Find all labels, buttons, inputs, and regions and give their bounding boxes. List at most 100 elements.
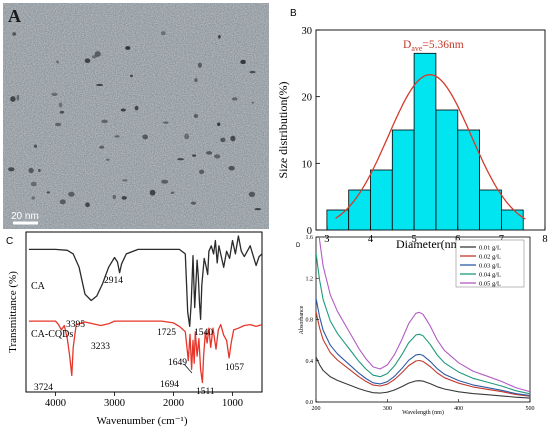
peak-label: 1540 xyxy=(194,328,213,338)
x-tick-label: 6 xyxy=(455,234,460,245)
scale-bar-label: 20 nm xyxy=(11,211,39,222)
peak-label: 3724 xyxy=(34,383,53,393)
legend-label: 0.02 g/L xyxy=(479,254,501,261)
peak-label: 3233 xyxy=(91,342,110,352)
series-label-ca-cqds: CA-CQDs xyxy=(31,329,73,340)
nanoparticle xyxy=(10,96,16,102)
nanoparticle xyxy=(46,191,50,194)
nanoparticle xyxy=(130,74,133,78)
peak-label: 1694 xyxy=(160,380,179,390)
nanoparticle xyxy=(56,60,59,64)
legend-label: 0.01 g/L xyxy=(479,245,501,252)
nanoparticle xyxy=(218,35,221,39)
peak-label: 2914 xyxy=(104,276,123,286)
x-tick-label: 300 xyxy=(383,406,392,412)
nanoparticle xyxy=(68,191,75,197)
y-tick-label: 20 xyxy=(302,93,313,104)
nanoparticle xyxy=(122,179,128,182)
nanoparticle xyxy=(190,201,197,205)
peak-labels: 2914 3395 1725 1540 3724 3233 1649 1694 … xyxy=(34,276,244,397)
x-tick-label: 400 xyxy=(454,406,463,412)
nanoparticle xyxy=(16,94,20,101)
nanoparticle xyxy=(149,189,156,196)
x-tick-label: 2000 xyxy=(163,398,184,409)
series-line-ca-cqds xyxy=(28,320,262,384)
dave-annotation: Dave=5.36nm xyxy=(403,39,464,53)
nanoparticle xyxy=(94,51,101,57)
y-axis-label-b: Size distribution(%) xyxy=(276,82,290,179)
nanoparticle xyxy=(228,165,235,171)
absorbance-curve xyxy=(316,297,530,397)
nanoparticle xyxy=(58,102,63,108)
nanoparticle xyxy=(106,158,110,161)
nanoparticle xyxy=(177,158,185,161)
x-tick-label: 4 xyxy=(368,234,374,245)
y-tick-label: 30 xyxy=(302,26,313,37)
histogram-bar xyxy=(326,209,350,230)
nanoparticle xyxy=(38,168,41,173)
nanoparticle xyxy=(184,133,190,140)
y-tick-label: 0 xyxy=(307,226,312,237)
histogram-bar xyxy=(500,209,524,230)
nanoparticle xyxy=(51,92,58,97)
nanoparticle xyxy=(192,154,197,157)
nanoparticle xyxy=(121,196,127,200)
nanoparticle xyxy=(163,121,169,124)
x-axis-label-c: Wavenumber (cm⁻¹) xyxy=(97,415,188,427)
x-tick-label: 8 xyxy=(542,234,547,245)
nanoparticle xyxy=(254,208,262,211)
panel-a: A 20 nm xyxy=(3,3,269,229)
nanoparticle xyxy=(85,202,90,208)
x-tick-label: 5 xyxy=(412,234,417,245)
nanoparticle xyxy=(8,167,15,172)
nanoparticle xyxy=(101,119,108,124)
nanoparticle xyxy=(193,114,198,118)
nanoparticle xyxy=(249,70,256,74)
x-tick-label: 200 xyxy=(312,406,321,412)
nanoparticle xyxy=(59,199,66,205)
x-tick-label: 500 xyxy=(526,406,535,412)
histogram-bar xyxy=(370,169,393,230)
panel-c-label: C xyxy=(6,236,13,247)
histogram-bar xyxy=(391,129,415,230)
legend-box xyxy=(455,239,525,288)
y-tick-label: 0.0 xyxy=(306,400,314,406)
nanoparticle xyxy=(114,135,120,138)
legend-label: 0.04 g/L xyxy=(479,272,501,279)
gaussian-fit-curve xyxy=(335,74,526,220)
panel-c: C CA CA-CQDs 2914 3395 1725 1540 3724 32… xyxy=(6,231,263,427)
nanoparticle xyxy=(197,62,202,68)
series-line-ca xyxy=(28,235,262,328)
nanoparticle xyxy=(230,135,236,142)
x-tick-label: 3 xyxy=(324,234,329,245)
nanoparticle xyxy=(59,110,65,114)
nanoparticle xyxy=(240,59,246,65)
nanoparticle xyxy=(231,97,238,101)
absorbance-curve xyxy=(316,252,530,395)
panel-d-label: D xyxy=(296,243,301,249)
y-tick-label: 1.6 xyxy=(306,235,314,241)
nanoparticle xyxy=(251,101,254,104)
y-tick-label: 1.2 xyxy=(306,276,314,282)
y-tick-label: 0.8 xyxy=(306,318,314,324)
absorbance-curve xyxy=(318,237,530,393)
nanoparticle xyxy=(12,32,17,36)
nanoparticle xyxy=(199,169,205,175)
legend-label: 0.05 g/L xyxy=(479,281,501,288)
nanoparticle xyxy=(214,154,221,159)
nanoparticle xyxy=(31,196,35,200)
x-tick-label: 7 xyxy=(499,234,504,245)
nanoparticle xyxy=(170,191,175,194)
y-tick-label: 10 xyxy=(302,159,313,170)
x-axis-label-b: Diameter(nm) xyxy=(396,237,464,251)
absorbance-curve xyxy=(316,356,530,399)
nanoparticle xyxy=(161,179,169,184)
y-axis-label-c: Transmittance (%) xyxy=(7,271,19,353)
peak-label: 1057 xyxy=(225,363,244,373)
x-tick-label: 3000 xyxy=(104,398,125,409)
histogram-bar xyxy=(348,189,371,230)
series-label-ca: CA xyxy=(31,281,46,292)
nanoparticle xyxy=(206,151,213,155)
x-tick-label: 1000 xyxy=(222,398,243,409)
